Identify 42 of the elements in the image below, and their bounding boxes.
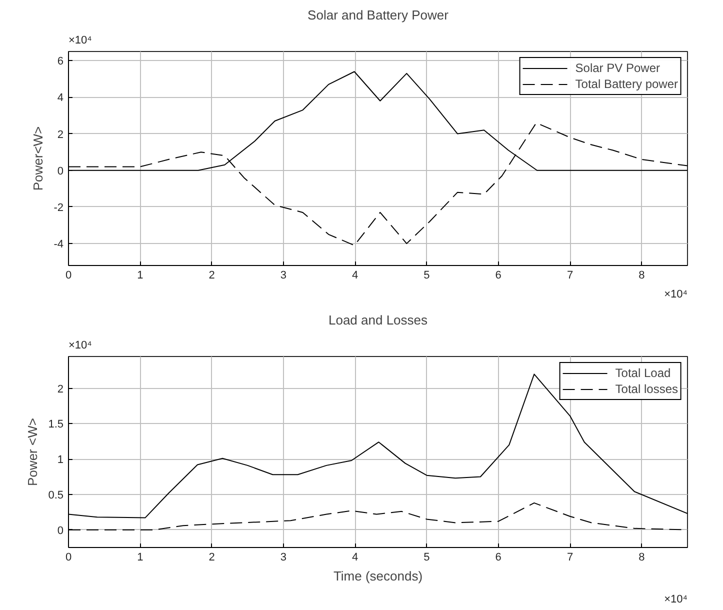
y-axis-title: Power <W> [25, 418, 40, 486]
y-tick-label: -4 [54, 238, 64, 251]
x-tick-label: 5 [424, 552, 430, 564]
x-tick-label: 2 [208, 270, 215, 282]
x-tick-label: 4 [352, 270, 358, 282]
legend-label: Solar PV Power [575, 60, 660, 76]
chart-title: Solar and Battery Power [308, 8, 450, 22]
x-tick-label: 0 [65, 270, 72, 282]
legend-label: Total losses [615, 381, 678, 397]
x-tick-label: 6 [495, 270, 502, 282]
x-tick-label: 7 [566, 270, 574, 282]
x-tick-label: 3 [280, 552, 286, 564]
text: ×10⁴ [68, 340, 92, 352]
y-tick-label: 0 [57, 165, 64, 178]
y-tick-label: 2 [57, 128, 64, 141]
y-tick-label: 4 [57, 92, 64, 104]
x-tick-label: 2 [208, 552, 215, 564]
x-tick-label: 0 [65, 552, 72, 564]
y-tick-label: 0 [57, 524, 64, 537]
y-tick-label: 0.5 [48, 489, 64, 502]
legend-label: Total Battery power [575, 76, 678, 92]
y-tick-label: 6 [57, 56, 64, 68]
x-tick-label: 7 [566, 552, 574, 564]
legend-label: Total Load [615, 365, 671, 381]
y-tick-label: 1 [57, 454, 64, 466]
x-tick-label: 1 [137, 270, 144, 282]
text: ×10⁴ [664, 288, 688, 300]
y-axis-title: Power<W> [30, 126, 46, 191]
x-tick-label: 3 [280, 270, 286, 282]
x-tick-label: 8 [638, 552, 645, 564]
x-tick-label: 4 [352, 552, 358, 564]
x-axis-title: Time (seconds) [333, 568, 423, 584]
x-tick-label: 6 [495, 552, 502, 564]
text: ×10⁴ [664, 594, 688, 606]
x-tick-label: 5 [424, 270, 430, 282]
y-tick-label: 1.5 [48, 418, 64, 431]
x-tick-label: 8 [638, 270, 645, 282]
x-tick-label: 1 [137, 552, 144, 564]
text: ×10⁴ [68, 34, 92, 46]
y-tick-label: -2 [54, 202, 64, 214]
y-tick-label: 2 [57, 383, 64, 396]
chart-title: Load and Losses [328, 312, 428, 328]
